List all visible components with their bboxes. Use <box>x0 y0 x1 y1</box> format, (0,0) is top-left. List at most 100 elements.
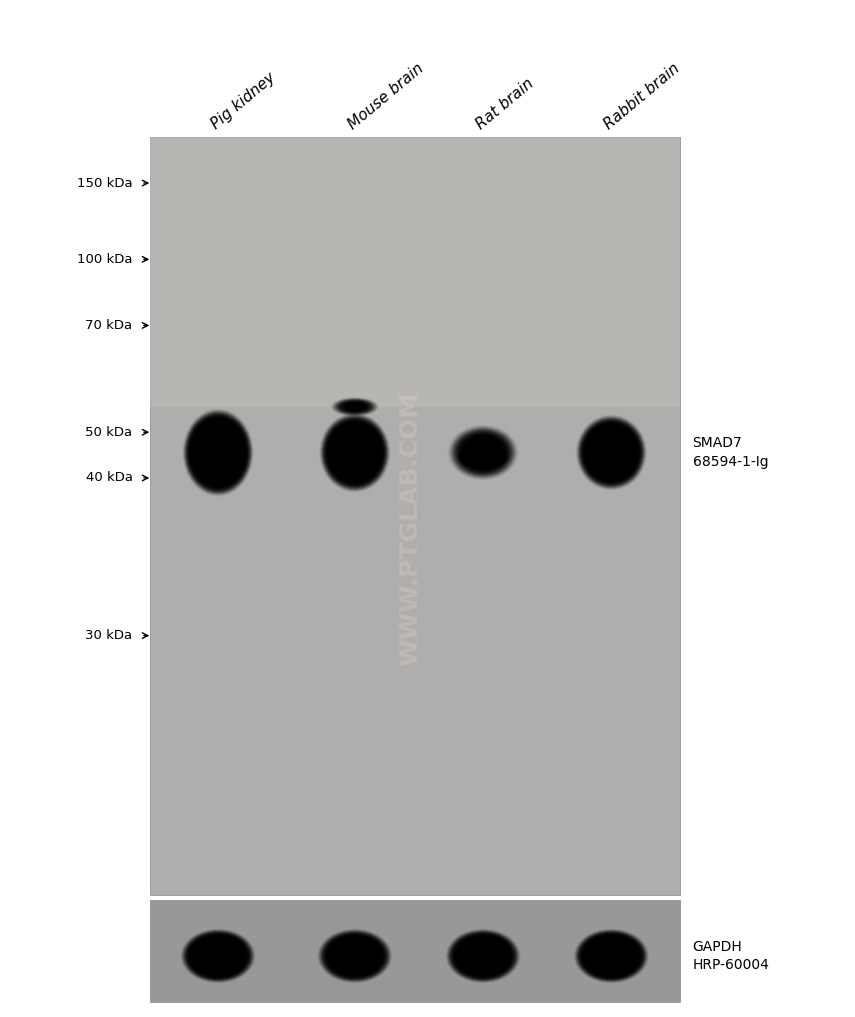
Ellipse shape <box>469 945 498 967</box>
Ellipse shape <box>344 948 366 964</box>
Ellipse shape <box>214 447 222 458</box>
Ellipse shape <box>486 454 500 462</box>
Ellipse shape <box>488 455 498 461</box>
Ellipse shape <box>204 435 232 470</box>
Ellipse shape <box>204 946 232 966</box>
Ellipse shape <box>186 933 251 979</box>
Ellipse shape <box>339 434 371 471</box>
Ellipse shape <box>596 945 627 967</box>
Ellipse shape <box>579 933 644 979</box>
Ellipse shape <box>457 432 509 473</box>
Ellipse shape <box>186 413 250 491</box>
Ellipse shape <box>212 444 224 461</box>
Ellipse shape <box>346 442 363 462</box>
Ellipse shape <box>346 443 363 462</box>
Ellipse shape <box>481 451 486 455</box>
Ellipse shape <box>333 428 376 477</box>
Ellipse shape <box>350 447 360 458</box>
Ellipse shape <box>457 937 510 975</box>
Ellipse shape <box>201 431 235 474</box>
Ellipse shape <box>463 941 504 971</box>
Ellipse shape <box>475 446 492 459</box>
Ellipse shape <box>575 929 648 983</box>
Ellipse shape <box>594 944 628 968</box>
Ellipse shape <box>336 399 374 415</box>
Ellipse shape <box>479 953 487 959</box>
Ellipse shape <box>604 445 618 460</box>
Ellipse shape <box>322 416 387 489</box>
Ellipse shape <box>354 452 356 454</box>
Ellipse shape <box>602 442 621 463</box>
Ellipse shape <box>451 427 515 477</box>
Ellipse shape <box>209 950 227 962</box>
Ellipse shape <box>451 428 515 477</box>
Ellipse shape <box>481 955 485 957</box>
Ellipse shape <box>480 954 486 958</box>
Ellipse shape <box>453 429 513 476</box>
Ellipse shape <box>593 433 630 472</box>
Ellipse shape <box>343 948 366 964</box>
Ellipse shape <box>471 443 495 462</box>
Ellipse shape <box>464 943 502 969</box>
Ellipse shape <box>466 439 500 466</box>
Ellipse shape <box>324 934 386 978</box>
Ellipse shape <box>320 931 390 981</box>
Ellipse shape <box>353 406 357 408</box>
Ellipse shape <box>333 399 376 415</box>
Ellipse shape <box>604 951 617 961</box>
Ellipse shape <box>465 453 481 463</box>
Ellipse shape <box>467 454 479 462</box>
Ellipse shape <box>462 451 484 465</box>
Ellipse shape <box>474 950 492 962</box>
Ellipse shape <box>215 450 221 456</box>
Ellipse shape <box>327 421 383 485</box>
Ellipse shape <box>348 404 362 410</box>
Ellipse shape <box>578 417 645 488</box>
Ellipse shape <box>335 430 374 475</box>
Ellipse shape <box>202 432 234 473</box>
Ellipse shape <box>609 451 614 455</box>
Ellipse shape <box>605 446 617 459</box>
Ellipse shape <box>183 931 253 981</box>
Ellipse shape <box>469 456 477 460</box>
Ellipse shape <box>585 424 638 481</box>
Ellipse shape <box>469 946 498 966</box>
Ellipse shape <box>339 401 371 413</box>
Ellipse shape <box>344 439 366 465</box>
Ellipse shape <box>339 434 371 470</box>
Ellipse shape <box>339 435 370 470</box>
Ellipse shape <box>351 448 358 457</box>
Ellipse shape <box>318 930 392 982</box>
Ellipse shape <box>333 940 377 972</box>
Ellipse shape <box>330 425 380 480</box>
Ellipse shape <box>460 450 486 466</box>
Ellipse shape <box>193 422 243 483</box>
Ellipse shape <box>462 451 484 465</box>
Ellipse shape <box>198 942 238 970</box>
Ellipse shape <box>597 945 626 967</box>
Ellipse shape <box>492 457 495 459</box>
Ellipse shape <box>610 955 612 957</box>
Ellipse shape <box>461 451 485 465</box>
Ellipse shape <box>202 433 234 472</box>
Ellipse shape <box>335 942 374 970</box>
Ellipse shape <box>478 448 488 457</box>
Ellipse shape <box>336 943 374 969</box>
Ellipse shape <box>354 955 357 957</box>
Ellipse shape <box>483 452 504 464</box>
Ellipse shape <box>341 401 369 412</box>
Ellipse shape <box>342 437 368 467</box>
Ellipse shape <box>472 948 494 964</box>
Ellipse shape <box>589 940 633 972</box>
Ellipse shape <box>197 941 239 971</box>
Ellipse shape <box>468 440 498 465</box>
Ellipse shape <box>322 933 387 979</box>
Ellipse shape <box>473 949 493 963</box>
Ellipse shape <box>345 441 364 464</box>
Ellipse shape <box>580 934 643 978</box>
Ellipse shape <box>485 453 502 463</box>
Ellipse shape <box>351 450 358 456</box>
Ellipse shape <box>199 429 237 476</box>
Ellipse shape <box>462 451 484 465</box>
Ellipse shape <box>451 934 515 978</box>
